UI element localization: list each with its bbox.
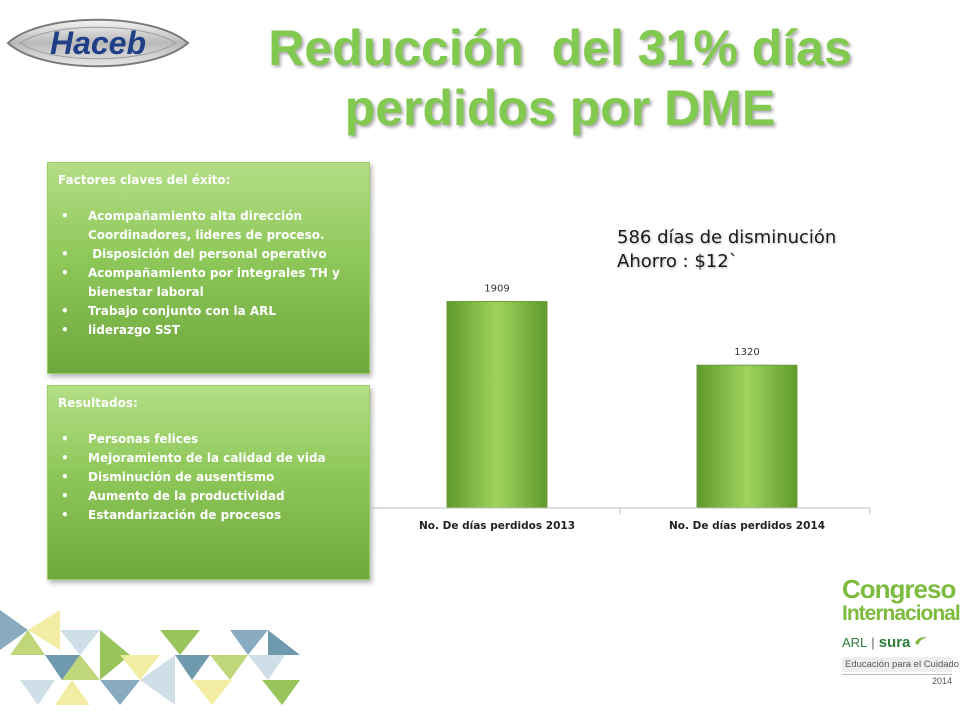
decor-triangle: [20, 680, 55, 705]
list-item: Estandarización de procesos: [58, 506, 359, 525]
congreso-tagline: Educación para el Cuidado: [842, 657, 959, 672]
decor-triangle: [192, 680, 232, 705]
decor-triangle: [10, 630, 45, 655]
decor-triangle: [55, 680, 90, 705]
title-line-1: Reducción del 31% días: [268, 20, 852, 76]
page-title: Reducción del 31% días perdidos por DME: [200, 18, 920, 138]
results-heading: Resultados:: [58, 396, 138, 410]
reduction-days-text: 586 días de disminución: [617, 227, 837, 248]
decor-triangle: [248, 655, 285, 680]
list-item: Mejoramiento de la calidad de vida: [58, 449, 359, 468]
decor-triangle: [262, 680, 300, 705]
list-item: liderazgo SST: [58, 321, 359, 340]
bar-1: [446, 300, 548, 509]
decor-triangle: [62, 655, 100, 680]
success-factors-box: Factores claves del éxito: Acompañamient…: [47, 162, 370, 374]
results-box: Resultados: Personas felices Mejoramient…: [47, 385, 370, 580]
congreso-year: 2014: [842, 674, 952, 686]
sura-swoosh-icon: [914, 635, 928, 650]
decor-triangle: [140, 655, 175, 705]
decor-triangle: [268, 630, 300, 655]
decor-triangle: [160, 630, 200, 655]
arl-text: ARL: [842, 635, 868, 650]
decor-triangle: [120, 655, 160, 680]
list-item: Disminución de ausentismo: [58, 468, 359, 487]
list-item: Personas felices: [58, 430, 359, 449]
decor-triangle: [0, 610, 28, 650]
data-label: 1909: [484, 283, 509, 294]
list-item: Acompañamiento por integrales TH y biene…: [58, 264, 359, 302]
haceb-logo: Haceb: [2, 10, 192, 76]
decor-triangle: [175, 655, 210, 680]
list-item: Aumento de la productividad: [58, 487, 359, 506]
list-item: Acompañamiento alta dirección Coordinado…: [58, 207, 359, 245]
results-list: Personas felices Mejoramiento de la cali…: [58, 430, 359, 525]
decor-triangle: [210, 655, 248, 680]
category-label: No. De días perdidos 2013: [419, 520, 575, 532]
congreso-subtitle: Internacional: [842, 602, 960, 625]
decor-triangle: [230, 630, 268, 655]
arl-sura-logo: ARL | sura: [842, 634, 952, 651]
congreso-title: Congreso: [842, 574, 956, 604]
bar-2: [696, 364, 798, 509]
data-label: 1320: [734, 347, 759, 358]
decor-triangle: [28, 610, 60, 650]
title-line-2: perdidos por DME: [344, 80, 776, 136]
separator: |: [871, 635, 875, 650]
decor-triangle: [60, 630, 100, 655]
list-item: Trabajo conjunto con la ARL: [58, 302, 359, 321]
category-label: No. De días perdidos 2014: [669, 520, 825, 532]
sura-text: sura: [878, 634, 911, 651]
decor-triangle: [45, 655, 80, 680]
savings-summary: 586 días de disminución Ahorro : $12`: [617, 226, 836, 274]
success-factors-list: Acompañamiento alta dirección Coordinado…: [58, 207, 359, 340]
haceb-logo-text: Haceb: [50, 25, 146, 61]
decor-triangle: [100, 680, 140, 705]
savings-amount-text: Ahorro : $12`: [617, 251, 738, 272]
success-factors-heading: Factores claves del éxito:: [58, 173, 231, 187]
decor-triangle: [100, 630, 130, 680]
congreso-branding: Congreso Internacional ARL | sura Educac…: [842, 574, 960, 686]
lost-days-bar-chart: 1909 No. De días perdidos 2013 1320 No. De …: [370, 283, 871, 532]
decorative-triangles: [0, 610, 300, 705]
list-item: Disposición del personal operativo: [58, 245, 359, 264]
